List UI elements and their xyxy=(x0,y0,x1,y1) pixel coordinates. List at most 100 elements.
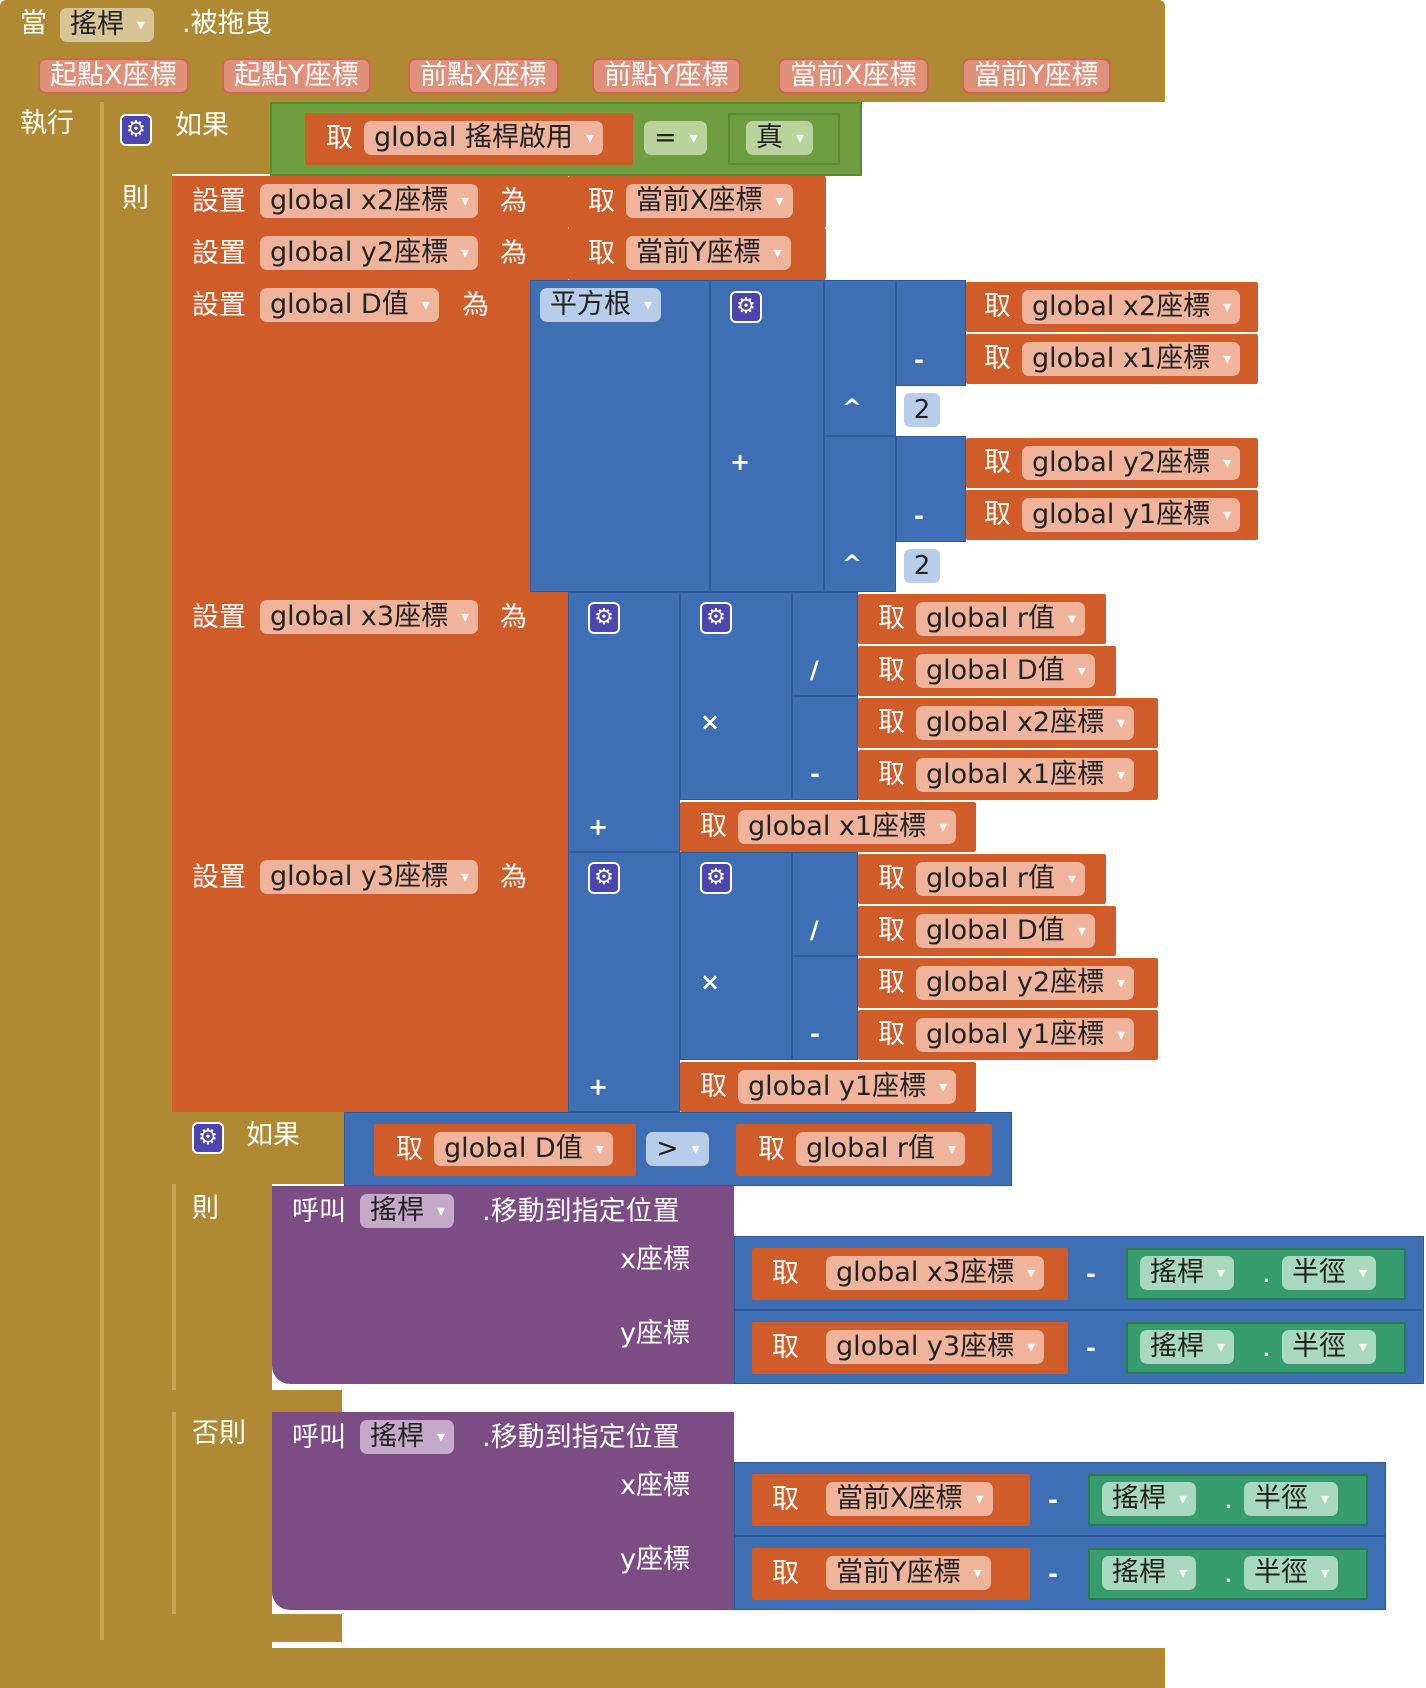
call-move-then-block[interactable] xyxy=(272,1186,734,1384)
get-d-a-dropdown[interactable]: global D值 xyxy=(916,654,1095,688)
sqrt-block[interactable] xyxy=(530,280,710,592)
d-add-block[interactable] xyxy=(710,280,824,592)
x3-add-gear-icon[interactable]: ⚙ xyxy=(588,602,620,634)
get-d-b-dropdown[interactable]: global D值 xyxy=(916,914,1095,948)
get-y1-c-label: 取 xyxy=(700,1071,727,1102)
get-r-a-dropdown[interactable]: global r值 xyxy=(916,602,1086,636)
y3-times-operator: × xyxy=(700,968,721,996)
else-x-minus-operator: - xyxy=(1048,1486,1058,1514)
x3-div-operator: / xyxy=(810,656,819,684)
inner-if-gear-icon[interactable]: ⚙ xyxy=(192,1122,224,1154)
get-curx-b-dropdown[interactable]: 當前X座標 xyxy=(826,1482,993,1516)
get-y3-dropdown[interactable]: global y3座標 xyxy=(826,1330,1045,1364)
call-then-component-dropdown[interactable]: 搖桿 xyxy=(360,1194,454,1228)
set-d-block[interactable] xyxy=(172,280,530,592)
event-component-dropdown[interactable]: 搖桿 xyxy=(60,8,154,42)
event-name-label: .被拖曳 xyxy=(182,8,272,39)
d-minus2-block[interactable] xyxy=(896,436,966,542)
param-prev-x[interactable]: 前點X座標 xyxy=(408,58,559,94)
y3-times-block[interactable] xyxy=(680,852,792,1060)
get-r-b-dropdown[interactable]: global r值 xyxy=(916,862,1086,896)
get-d-b-label: 取 xyxy=(878,915,905,946)
get-y2-a-dropdown[interactable]: global y2座標 xyxy=(1022,446,1241,480)
y3-minus-block[interactable] xyxy=(792,956,858,1060)
x3-div-block[interactable] xyxy=(792,592,858,696)
param-start-x[interactable]: 起點X座標 xyxy=(38,58,189,94)
get-y3-label: 取 xyxy=(772,1332,799,1363)
param-prev-y[interactable]: 前點Y座標 xyxy=(592,58,741,94)
get-curx-dropdown[interactable]: 當前X座標 xyxy=(626,184,793,218)
get-cury-dropdown[interactable]: 當前Y座標 xyxy=(626,236,791,270)
set-y2-var-dropdown[interactable]: global y2座標 xyxy=(260,236,479,270)
get-y2-b-dropdown[interactable]: global y2座標 xyxy=(916,966,1135,1000)
inner-else-label: 否則 xyxy=(192,1418,246,1449)
logic-eq-dropdown[interactable]: = xyxy=(644,121,707,155)
param-start-y[interactable]: 起點Y座標 xyxy=(222,58,371,94)
d-pow1-exponent[interactable]: 2 xyxy=(904,393,940,427)
set-x2-var-dropdown[interactable]: global x2座標 xyxy=(260,184,479,218)
set-y3-label: 設置 xyxy=(192,862,246,893)
get-x3-dropdown[interactable]: global x3座標 xyxy=(826,1256,1045,1290)
get-r-b-label: 取 xyxy=(878,863,905,894)
else-y-radius-prop-dropdown[interactable]: 半徑 xyxy=(1244,1556,1338,1590)
set-y3-block[interactable] xyxy=(172,852,568,1112)
logic-true-dropdown[interactable]: 真 xyxy=(746,121,813,155)
get-y1-a-dropdown[interactable]: global y1座標 xyxy=(1022,498,1241,532)
get-x1-b-dropdown[interactable]: global x1座標 xyxy=(916,758,1135,792)
d-pow2-exponent[interactable]: 2 xyxy=(904,549,940,583)
get-x2-a-dropdown[interactable]: global x2座標 xyxy=(1022,290,1241,324)
else-y-radius-component-dropdown[interactable]: 搖桿 xyxy=(1102,1556,1196,1590)
x3-times-block[interactable] xyxy=(680,592,792,800)
d-add-gear-icon[interactable]: ⚙ xyxy=(730,291,762,323)
get-x1-c-label: 取 xyxy=(700,811,727,842)
get-x1-a-dropdown[interactable]: global x1座標 xyxy=(1022,342,1241,376)
call-then-method-label: .移動到指定位置 xyxy=(482,1196,680,1227)
x3-minus-block[interactable] xyxy=(792,696,858,800)
d-pow1-block[interactable] xyxy=(824,280,896,436)
y3-div-block[interactable] xyxy=(792,852,858,956)
get-cury-b-dropdown[interactable]: 當前Y座標 xyxy=(826,1556,991,1590)
x3-times-operator: × xyxy=(700,708,721,736)
then-x-minus-operator: - xyxy=(1086,1260,1096,1288)
get-y1-b-dropdown[interactable]: global y1座標 xyxy=(916,1018,1135,1052)
outer-if-then-bar xyxy=(100,174,172,1666)
get-r-a-label: 取 xyxy=(878,603,905,634)
get-x2-b-dropdown[interactable]: global x2座標 xyxy=(916,706,1135,740)
set-x3-block[interactable] xyxy=(172,592,568,852)
compare-gt-dropdown[interactable]: > xyxy=(646,1132,709,1166)
set-x3-var-dropdown[interactable]: global x3座標 xyxy=(260,600,479,634)
then-y-radius-dot: . xyxy=(1262,1332,1271,1363)
set-y3-var-dropdown[interactable]: global y3座標 xyxy=(260,860,479,894)
get-x1-c-dropdown[interactable]: global x1座標 xyxy=(738,810,957,844)
set-x3-label: 設置 xyxy=(192,602,246,633)
call-else-component-dropdown[interactable]: 搖桿 xyxy=(360,1420,454,1454)
then-y-radius-prop-dropdown[interactable]: 半徑 xyxy=(1282,1330,1376,1364)
y3-add-block[interactable] xyxy=(568,852,680,1112)
y3-times-gear-icon[interactable]: ⚙ xyxy=(700,862,732,894)
get-r-c-dropdown[interactable]: global r值 xyxy=(796,1132,966,1166)
call-move-else-block[interactable] xyxy=(272,1412,734,1610)
d-pow2-block[interactable] xyxy=(824,436,896,592)
param-current-y[interactable]: 當前Y座標 xyxy=(962,58,1111,94)
then-x-radius-dot: . xyxy=(1262,1258,1271,1289)
sqrt-dropdown[interactable]: 平方根 xyxy=(540,288,661,322)
x3-add-block[interactable] xyxy=(568,592,680,852)
then-x-radius-prop-dropdown[interactable]: 半徑 xyxy=(1282,1256,1376,1290)
get-y1-a-label: 取 xyxy=(984,499,1011,530)
get-d-c-dropdown[interactable]: global D值 xyxy=(434,1132,613,1166)
else-x-radius-dot: . xyxy=(1224,1484,1233,1515)
set-d-var-dropdown[interactable]: global D值 xyxy=(260,288,439,322)
y3-add-gear-icon[interactable]: ⚙ xyxy=(588,862,620,894)
param-current-x[interactable]: 當前X座標 xyxy=(778,58,929,94)
y3-minus-operator: - xyxy=(810,1020,820,1048)
x3-times-gear-icon[interactable]: ⚙ xyxy=(700,602,732,634)
then-x-radius-component-dropdown[interactable]: 搖桿 xyxy=(1140,1256,1234,1290)
get-enabled-dropdown[interactable]: global 搖桿啟用 xyxy=(364,121,603,155)
then-y-radius-component-dropdown[interactable]: 搖桿 xyxy=(1140,1330,1234,1364)
inner-then-label: 則 xyxy=(192,1193,219,1224)
outer-if-gear-icon[interactable]: ⚙ xyxy=(120,114,152,146)
get-y1-c-dropdown[interactable]: global y1座標 xyxy=(738,1070,957,1104)
else-x-radius-prop-dropdown[interactable]: 半徑 xyxy=(1244,1482,1338,1516)
d-minus1-block[interactable] xyxy=(896,280,966,386)
else-x-radius-component-dropdown[interactable]: 搖桿 xyxy=(1102,1482,1196,1516)
